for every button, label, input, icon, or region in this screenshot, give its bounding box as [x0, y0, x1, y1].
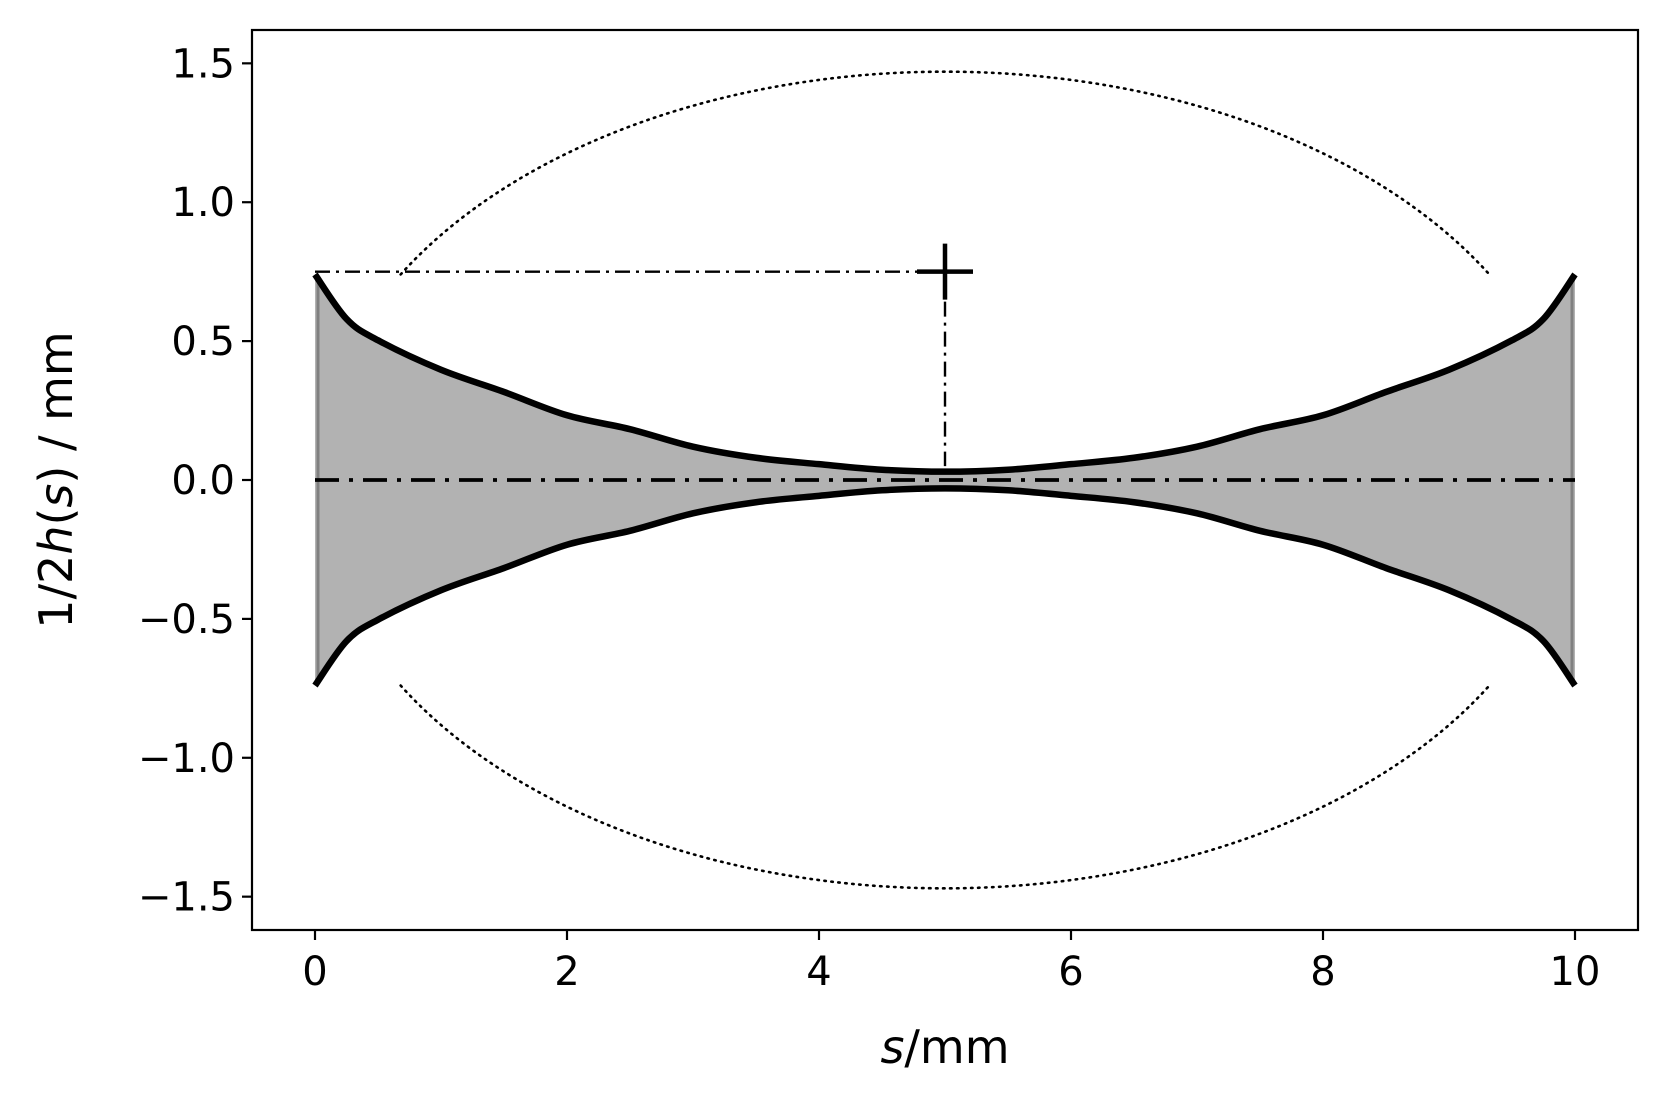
- y-tick-label: −1.5: [138, 875, 235, 921]
- ellipse-top-dotted: [399, 70, 1491, 276]
- y-axis-label-part1: 1/2: [29, 555, 83, 629]
- x-tick-label: 10: [1550, 949, 1601, 995]
- x-tick-label: 2: [554, 949, 579, 995]
- curve-series-1: [312, 485, 1578, 688]
- y-tick-label: 1.5: [171, 41, 235, 87]
- y-axis-label-italic1: h: [29, 526, 83, 555]
- y-axis-label-italic2: s: [29, 484, 83, 508]
- x-tick-label: 8: [1310, 949, 1335, 995]
- x-axis-label-unit: /mm: [904, 1020, 1009, 1074]
- y-tick-label: −1.0: [138, 736, 235, 782]
- y-tick-label: −0.5: [138, 597, 235, 643]
- x-axis-ticks: 0 2 4 6 8 10: [302, 930, 1600, 995]
- y-axis-label: 1/2h(s) / mm: [29, 331, 83, 628]
- y-tick-label: 0.5: [171, 319, 235, 365]
- y-axis-ticks: 1.5 1.0 0.5 0.0 −0.5 −1.0 −1.5: [138, 41, 252, 921]
- y-axis-label-part3: ) / mm: [29, 331, 83, 483]
- plus-marker: [917, 243, 973, 300]
- ellipse-bottom-dotted: [399, 684, 1491, 890]
- x-axis-label: s/mm: [880, 1020, 1009, 1074]
- y-tick-label: 0.0: [171, 458, 235, 504]
- y-axis-label-part2: (: [29, 508, 83, 526]
- x-tick-label: 0: [302, 949, 327, 995]
- x-axis-label-variable: s: [880, 1020, 904, 1074]
- x-tick-label: 4: [806, 949, 831, 995]
- curve-series-0: [312, 272, 1578, 475]
- plot-area: [312, 70, 1578, 890]
- x-tick-label: 6: [1058, 949, 1083, 995]
- y-tick-label: 1.0: [171, 180, 235, 226]
